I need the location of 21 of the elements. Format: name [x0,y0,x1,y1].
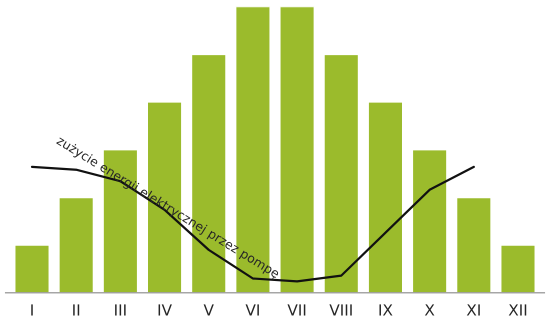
x-tick-label: VI [246,304,259,316]
bar [412,149,448,293]
x-tick-label: IV [158,304,172,316]
x-tick-label: VIII [329,304,352,316]
bar [58,196,94,293]
bar [456,196,492,293]
x-tick-label: II [73,304,80,316]
x-tick-label: V [204,304,214,316]
bar [368,101,404,293]
x-tick-label: XI [466,304,480,316]
bar [14,244,50,293]
bar [500,244,536,293]
x-tick-label: VII [287,304,306,316]
x-tick-label: XII [508,304,526,316]
bar [279,6,316,293]
x-tick-label: III [115,304,126,316]
x-tick-label: I [31,304,33,316]
x-tick-label: X [424,304,434,316]
bar [323,54,360,293]
x-tick-label: IX [379,304,392,316]
bar [102,149,138,293]
